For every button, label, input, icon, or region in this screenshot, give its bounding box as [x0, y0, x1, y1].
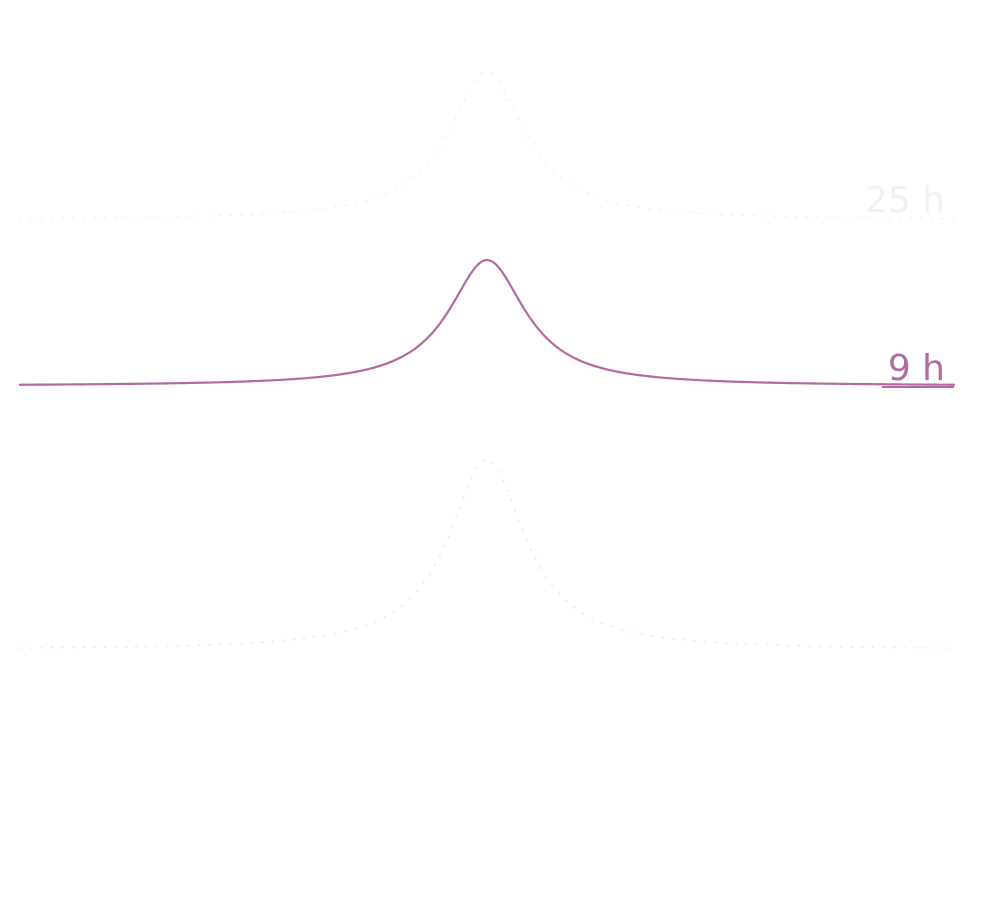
series-1-label: 25 h: [865, 180, 945, 221]
series-3-line: [19, 459, 955, 649]
series-3: [19, 459, 955, 649]
series-2-line: [18, 258, 956, 386]
series-1: 25 h: [19, 71, 955, 221]
series-layer: 25 h 9 h: [18, 71, 956, 649]
series-1-line: [19, 71, 955, 220]
series-2: 9 h: [18, 258, 956, 389]
series-2-label: 9 h: [888, 348, 945, 389]
